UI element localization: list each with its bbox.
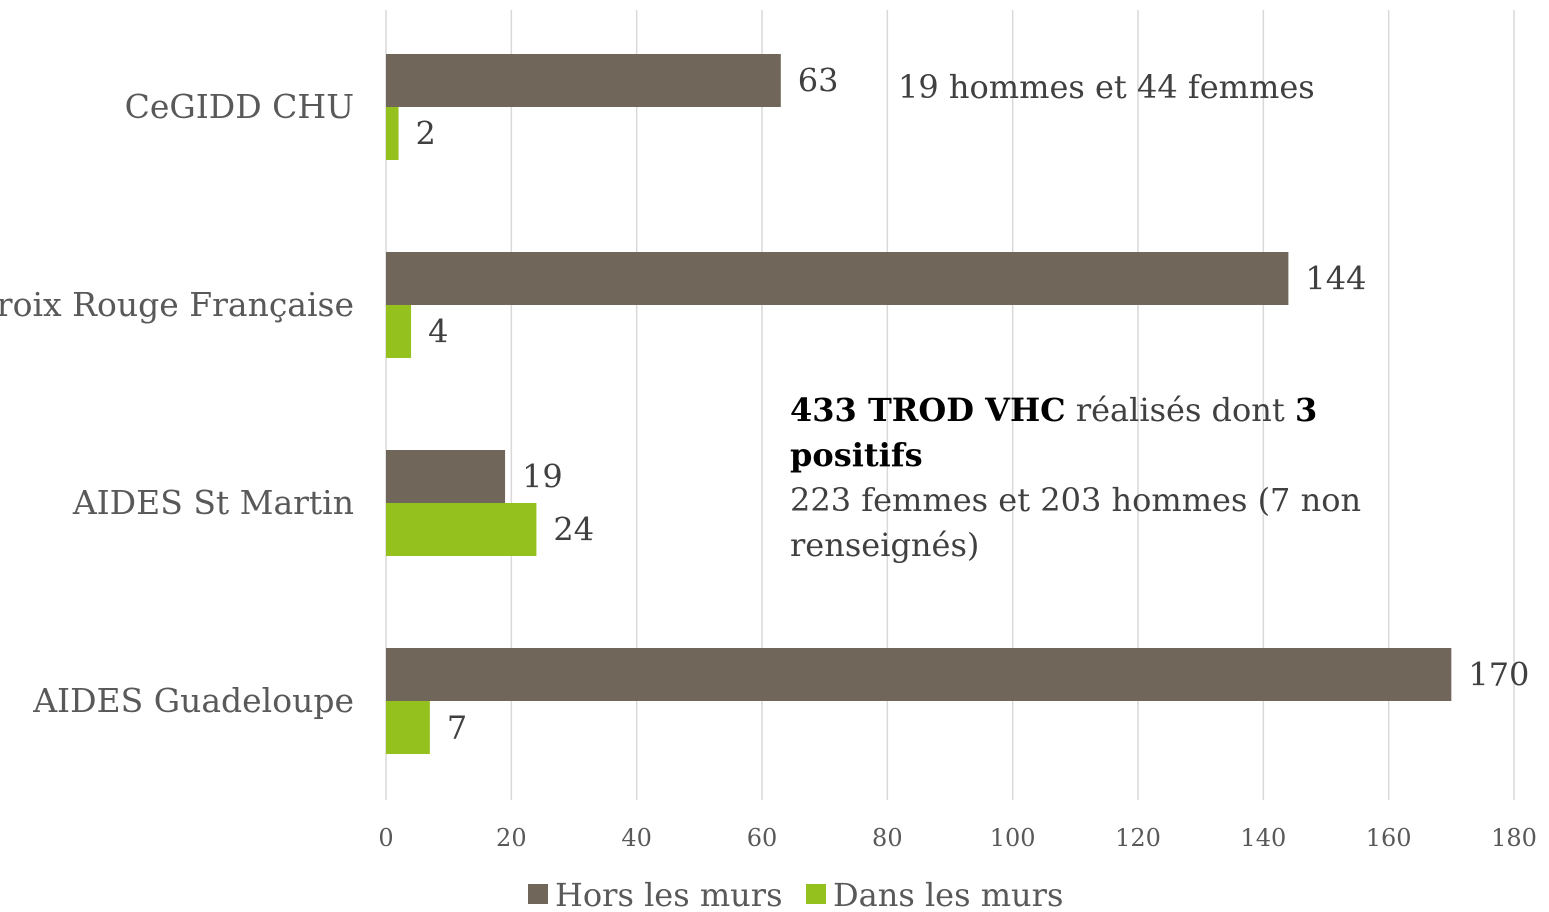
category-label: CeGIDD CHU bbox=[125, 87, 354, 126]
bar-hors-les-murs bbox=[386, 648, 1452, 701]
bars bbox=[386, 54, 1452, 754]
bar-dans-les-murs bbox=[386, 503, 537, 556]
x-tick-label: 160 bbox=[1366, 824, 1412, 852]
data-label: 19 bbox=[522, 458, 563, 496]
x-tick-label: 80 bbox=[872, 824, 903, 852]
x-tick-label: 0 bbox=[378, 824, 393, 852]
bar-dans-les-murs bbox=[386, 107, 399, 160]
x-tick-label: 20 bbox=[496, 824, 527, 852]
annotation-positifs: 3 positifs bbox=[790, 391, 1318, 474]
x-axis-tick-labels: 0 20 40 60 80 100 120 140 160 180 bbox=[378, 824, 1537, 852]
data-labels: 63 2 144 4 19 24 170 7 bbox=[416, 62, 1530, 747]
legend: Hors les murs Dans les murs bbox=[528, 876, 1063, 912]
category-label: Croix Rouge Française bbox=[0, 285, 354, 324]
data-label: 24 bbox=[553, 511, 594, 549]
annotation-cegidd: 19 hommes et 44 femmes bbox=[898, 68, 1315, 106]
annotation-trod-summary: 433 TROD VHC réalisés dont 3 positifs 22… bbox=[790, 388, 1410, 568]
annotation-trod-text: réalisés dont bbox=[1065, 391, 1295, 429]
data-label: 7 bbox=[447, 709, 467, 747]
x-tick-label: 140 bbox=[1240, 824, 1286, 852]
annotation-gender-breakdown: 223 femmes et 203 hommes (7 non renseign… bbox=[790, 481, 1362, 564]
legend-label: Hors les murs bbox=[555, 876, 783, 912]
category-labels: CeGIDD CHU Croix Rouge Française AIDES St … bbox=[0, 87, 354, 720]
bar-hors-les-murs bbox=[386, 54, 781, 107]
x-tick-label: 180 bbox=[1491, 824, 1537, 852]
x-tick-label: 120 bbox=[1115, 824, 1161, 852]
gridlines bbox=[385, 10, 1515, 800]
bar-dans-les-murs bbox=[386, 701, 430, 754]
annotation-trod-count: 433 TROD VHC bbox=[790, 391, 1066, 429]
bar-hors-les-murs bbox=[386, 450, 506, 503]
x-tick-label: 60 bbox=[747, 824, 778, 852]
x-tick-label: 40 bbox=[621, 824, 652, 852]
data-label: 4 bbox=[428, 313, 448, 351]
data-label: 2 bbox=[416, 115, 436, 153]
bar-dans-les-murs bbox=[386, 305, 412, 358]
data-label: 63 bbox=[798, 62, 839, 100]
data-label: 170 bbox=[1468, 656, 1529, 694]
category-label: AIDES St Martin bbox=[72, 483, 354, 522]
legend-swatch bbox=[806, 884, 826, 904]
category-label: AIDES Guadeloupe bbox=[32, 681, 354, 720]
bar-hors-les-murs bbox=[386, 252, 1289, 305]
legend-label: Dans les murs bbox=[833, 876, 1063, 912]
data-label: 144 bbox=[1305, 260, 1366, 298]
legend-swatch bbox=[528, 884, 548, 904]
x-tick-label: 100 bbox=[990, 824, 1036, 852]
